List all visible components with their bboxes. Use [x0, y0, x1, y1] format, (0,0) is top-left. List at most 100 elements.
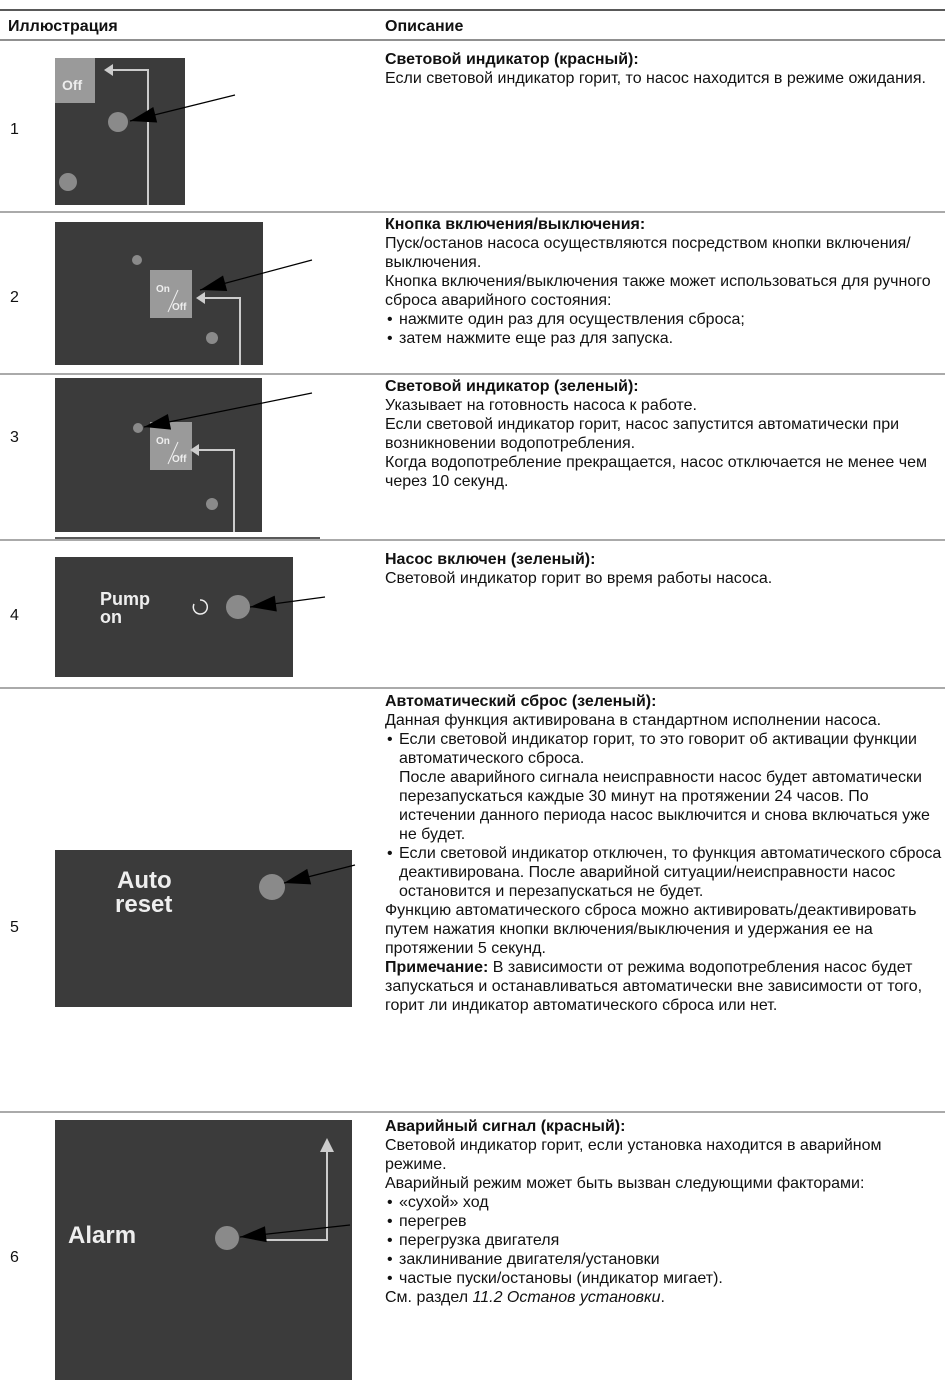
punctuation: . [660, 1289, 665, 1306]
paragraph: Когда водопотребление прекращается, насо… [385, 453, 943, 491]
pointer-head [284, 868, 312, 885]
item-title: Кнопка включения/выключения: [385, 216, 646, 233]
bullet-item: «сухой» ход [385, 1193, 943, 1212]
frame-line [204, 297, 241, 365]
slash [167, 441, 179, 465]
paragraph-text: В зависимости от режима водопотребления … [385, 959, 923, 1014]
indicator [215, 1226, 239, 1250]
rotate-icon [192, 599, 209, 615]
item-title: Автоматический сброс (зеленый): [385, 693, 657, 710]
panel-label: On [156, 284, 170, 295]
item-title: Аварийный сигнал (красный): [385, 1118, 626, 1135]
indicator [132, 255, 142, 265]
panel-label: On [156, 436, 170, 447]
indicator [259, 874, 285, 900]
bullet-text: После аварийного сигнала неисправности н… [399, 769, 930, 843]
frame-arrow [320, 1138, 334, 1152]
title-line: Кнопка включения/выключения: [385, 215, 943, 234]
bullet-text: перегрев [399, 1213, 467, 1230]
header-description: Описание [385, 18, 464, 35]
indicator [226, 595, 250, 619]
bullet-item: частые пуски/остановы (индикатор мигает)… [385, 1269, 943, 1288]
title-line: Автоматический сброс (зеленый): [385, 692, 943, 711]
title-line: Световой индикатор (зеленый): [385, 377, 943, 396]
frame-line [198, 449, 235, 532]
description: Кнопка включения/выключения: Пуск/останов… [385, 215, 943, 348]
button [150, 422, 192, 470]
description: Световой индикатор (зеленый): Указывает н… [385, 377, 943, 491]
pointer-head [200, 275, 228, 292]
paragraph-text: Указывает на готовность насоса к работе. [385, 397, 697, 414]
bullet-text: нажмите один раз для осуществления сброс… [399, 311, 745, 328]
paragraph-text: Световой индикатор горит, если установка… [385, 1137, 882, 1173]
bullet-text: затем нажмите еще раз для запуска. [399, 330, 674, 347]
bullet-item: Если световой индикатор отключен, то фун… [385, 844, 943, 901]
description: Насос включен (зеленый): Световой индикат… [385, 550, 943, 588]
row-number: 4 [10, 607, 19, 624]
paragraph-text: Данная функция активирована в стандартно… [385, 712, 882, 729]
slash [167, 289, 179, 313]
bullet-item: перегрузка двигателя [385, 1231, 943, 1250]
row-number: 6 [10, 1249, 19, 1266]
bullet-text: Если световой индикатор отключен, то фун… [399, 845, 942, 900]
row-number: 3 [10, 429, 19, 446]
paragraph-text: Пуск/останов насоса осуществляются посре… [385, 235, 911, 271]
button [150, 270, 192, 318]
bullet-item: нажмите один раз для осуществления сброс… [385, 310, 943, 329]
reference: 11.2 Останов установки [472, 1289, 661, 1306]
item-title: Насос включен (зеленый): [385, 551, 596, 568]
panel-label: Off [172, 454, 187, 465]
paragraph-text: Если световой индикатор горит, насос зап… [385, 416, 900, 452]
paragraph: См. раздел 11.2 Останов установки. [385, 1288, 943, 1307]
indicator [108, 112, 128, 132]
indicator [59, 173, 77, 191]
panel-label: Off [172, 302, 187, 313]
bullet-item: заклинивание двигателя/установки [385, 1250, 943, 1269]
bullet-item: перегрев [385, 1212, 943, 1231]
pointer-line [143, 392, 313, 428]
paragraph: Функцию автоматического сброса можно акт… [385, 901, 943, 958]
paragraph-text: Аварийный режим может быть вызван следую… [385, 1175, 865, 1192]
header-illustration: Иллюстрация [8, 18, 118, 35]
paragraph: Если световой индикатор горит, то насос … [385, 69, 943, 88]
title-line: Насос включен (зеленый): [385, 550, 943, 569]
panel [55, 557, 293, 677]
bullet-text: Если световой индикатор горит, то это го… [399, 731, 917, 767]
frame-arrow [196, 292, 205, 304]
paragraph: Если световой индикатор горит, насос зап… [385, 415, 943, 453]
indicator [133, 423, 143, 433]
button [55, 58, 95, 103]
row-number: 5 [10, 919, 19, 936]
bullet-item: Если световой индикатор горит, то это го… [385, 730, 943, 844]
frame-line [262, 1150, 328, 1241]
paragraph: Световой индикатор горит во время работы… [385, 569, 943, 588]
pointer-head [250, 595, 277, 612]
title-line: Световой индикатор (красный): [385, 50, 943, 69]
paragraph-text: Когда водопотребление прекращается, насо… [385, 454, 928, 490]
paragraph: Указывает на готовность насоса к работе. [385, 396, 943, 415]
bullet-text: заклинивание двигателя/установки [399, 1251, 660, 1268]
panel [55, 1120, 352, 1380]
description: Световой индикатор (красный): Если светов… [385, 50, 943, 88]
note-label: Примечание: [385, 959, 489, 976]
pointer-head [130, 106, 158, 123]
panel-label: on [100, 607, 122, 627]
frame-line [112, 69, 149, 205]
paragraph: Световой индикатор горит, если установка… [385, 1136, 943, 1174]
paragraph: Данная функция активирована в стандартно… [385, 711, 943, 730]
paragraph-text: Кнопка включения/выключения также может … [385, 273, 931, 309]
panel-label: Off [62, 77, 83, 93]
bullet-item: затем нажмите еще раз для запуска. [385, 329, 943, 348]
paragraph-text: Если световой индикатор горит, то насос … [385, 70, 926, 87]
paragraph: Кнопка включения/выключения также может … [385, 272, 943, 310]
bullet-text: частые пуски/остановы (индикатор мигает)… [399, 1270, 723, 1287]
item-title: Световой индикатор (зеленый): [385, 378, 639, 395]
pointer-head [144, 414, 172, 430]
frame-arrow [190, 444, 199, 456]
indicator [206, 332, 218, 344]
title-line: Аварийный сигнал (красный): [385, 1117, 943, 1136]
description: Автоматический сброс (зеленый): Данная фу… [385, 692, 943, 1015]
paragraph: Пуск/останов насоса осуществляются посре… [385, 234, 943, 272]
